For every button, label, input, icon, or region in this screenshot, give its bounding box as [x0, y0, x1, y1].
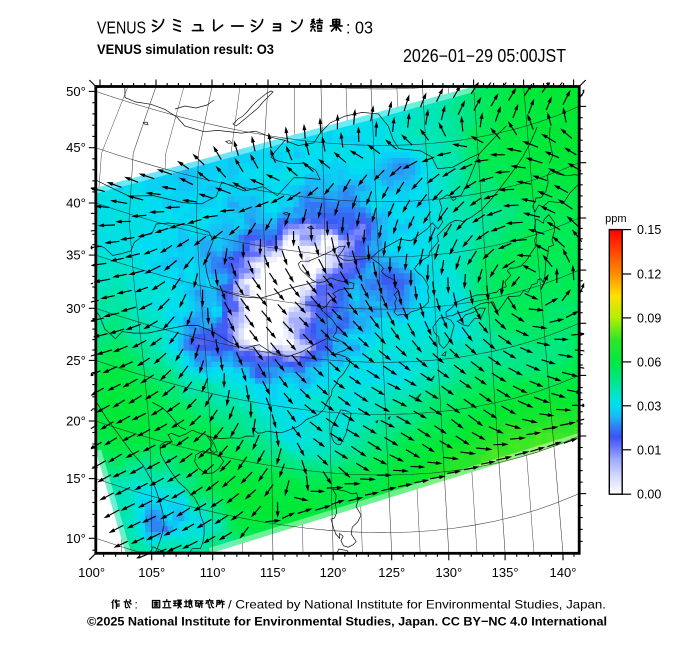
svg-text:0.15: 0.15: [637, 223, 661, 237]
svg-text:110°: 110°: [200, 565, 226, 580]
svg-text:105°: 105°: [138, 565, 165, 580]
svg-text:0.00: 0.00: [637, 488, 661, 502]
svg-text:40°: 40°: [66, 196, 86, 211]
svg-text:130°: 130°: [435, 565, 462, 580]
svg-text:10°: 10°: [66, 531, 86, 546]
svg-text:0.06: 0.06: [637, 355, 661, 369]
svg-text:©2025 National Institute for E: ©2025 National Institute for Environment…: [87, 615, 607, 629]
svg-text:0.01: 0.01: [637, 443, 661, 457]
svg-text:50°: 50°: [66, 84, 86, 99]
svg-text::: :: [135, 598, 138, 612]
svg-text:115°: 115°: [260, 565, 286, 580]
svg-text:ppm: ppm: [605, 213, 626, 225]
svg-text:140°: 140°: [550, 565, 577, 580]
svg-text:0.09: 0.09: [637, 311, 661, 325]
svg-text:100°: 100°: [78, 565, 105, 580]
svg-text:120°: 120°: [320, 565, 347, 580]
svg-text:0.03: 0.03: [637, 399, 661, 413]
svg-text:25°: 25°: [66, 353, 86, 368]
svg-text:35°: 35°: [66, 248, 86, 263]
svg-text:0.12: 0.12: [637, 268, 661, 282]
svg-text:135°: 135°: [492, 565, 519, 580]
svg-text:30°: 30°: [66, 301, 86, 316]
svg-text:125°: 125°: [378, 565, 405, 580]
svg-text:VENUS simulation result: O3: VENUS simulation result: O3: [97, 42, 274, 57]
svg-text:2026−01−29 05:00JST: 2026−01−29 05:00JST: [403, 46, 566, 66]
svg-text:15°: 15°: [66, 471, 86, 486]
svg-text:/ Created by National Institut: / Created by National Institute for Envi…: [228, 598, 606, 612]
svg-text:: 03: : 03: [346, 18, 373, 38]
svg-text:VENUS: VENUS: [97, 18, 146, 38]
svg-text:20°: 20°: [66, 414, 86, 429]
svg-text:45°: 45°: [66, 140, 86, 155]
